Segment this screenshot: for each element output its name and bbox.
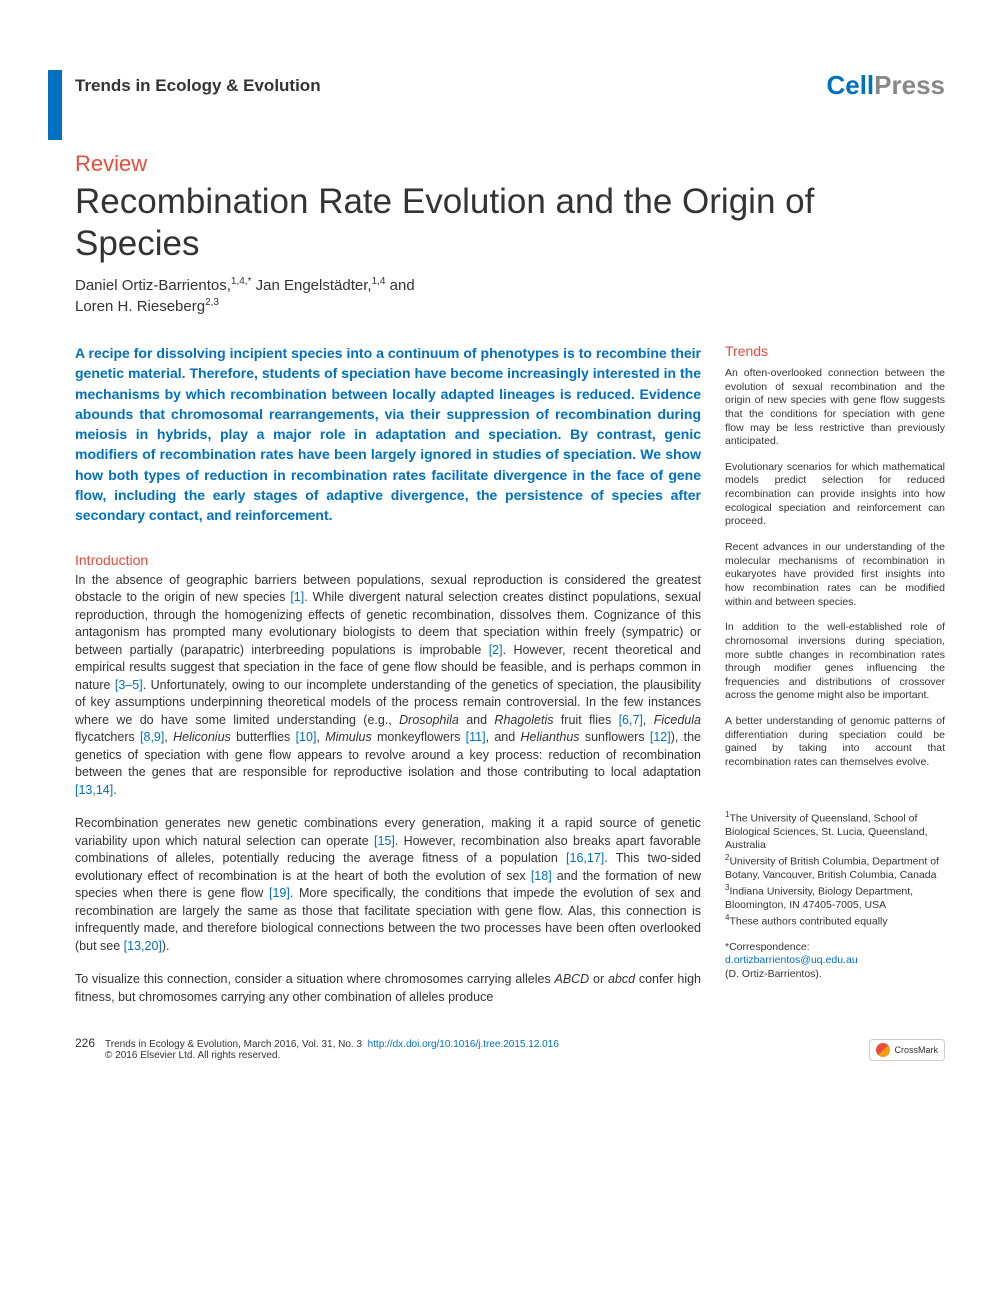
trends-item: A better understanding of genomic patter…	[725, 715, 945, 770]
ref-link[interactable]: [16,17]	[566, 851, 604, 865]
ref-link[interactable]: [8,9]	[140, 730, 164, 744]
ref-link[interactable]: [13,20]	[124, 939, 162, 953]
ref-link[interactable]: [10]	[296, 730, 317, 744]
page-header: Trends in Ecology & Evolution CellPress	[75, 70, 945, 101]
correspondence-label: *Correspondence:	[725, 941, 810, 953]
correspondence: *Correspondence: d.ortizbarrientos@uq.ed…	[725, 941, 945, 982]
publisher-logo: CellPress	[826, 70, 945, 101]
ref-link[interactable]: [6,7]	[619, 713, 643, 727]
ref-link[interactable]: [3–5]	[115, 678, 143, 692]
trends-item: An often-overlooked connection between t…	[725, 367, 945, 449]
crossmark-icon	[876, 1043, 890, 1057]
ref-link[interactable]: [15]	[374, 834, 395, 848]
authors: Daniel Ortiz-Barrientos,1,4,* Jan Engels…	[75, 275, 945, 317]
author-1: Daniel Ortiz-Barrientos,	[75, 277, 231, 294]
ref-link[interactable]: [18]	[531, 869, 552, 883]
ref-link[interactable]: [13,14]	[75, 783, 113, 797]
sidebar: Trends An often-overlooked connection be…	[725, 343, 945, 1006]
page-number: 226	[75, 1036, 95, 1050]
author-1-sup: 1,4,*	[231, 276, 252, 287]
trends-heading: Trends	[725, 343, 945, 359]
footer-copyright: © 2016 Elsevier Ltd. All rights reserved…	[105, 1050, 280, 1061]
journal-name: Trends in Ecology & Evolution	[75, 76, 321, 96]
author-3: Loren H. Rieseberg	[75, 298, 205, 315]
publisher-cell: Cell	[826, 70, 874, 100]
abstract: A recipe for dissolving incipient specie…	[75, 343, 701, 526]
author-3-sup: 2,3	[205, 297, 219, 308]
crossmark-label: CrossMark	[894, 1045, 938, 1055]
footer-citation: Trends in Ecology & Evolution, March 201…	[105, 1039, 362, 1050]
affiliations: 1The University of Queensland, School of…	[725, 810, 945, 929]
intro-para-1: In the absence of geographic barriers be…	[75, 572, 701, 800]
article-type: Review	[75, 151, 945, 177]
main-column: A recipe for dissolving incipient specie…	[75, 343, 701, 1006]
page-footer: 226 Trends in Ecology & Evolution, March…	[75, 1036, 945, 1061]
crossmark-badge[interactable]: CrossMark	[869, 1039, 945, 1061]
introduction-heading: Introduction	[75, 552, 701, 568]
accent-bar	[48, 70, 62, 140]
publisher-press: Press	[874, 70, 945, 100]
correspondence-email[interactable]: d.ortizbarrientos@uq.edu.au	[725, 954, 858, 966]
footer-doi[interactable]: http://dx.doi.org/10.1016/j.tree.2015.12…	[368, 1039, 559, 1050]
ref-link[interactable]: [12]	[650, 730, 671, 744]
author-and: and	[385, 277, 414, 294]
trends-item: Evolutionary scenarios for which mathema…	[725, 461, 945, 529]
correspondence-name: (D. Ortiz-Barrientos).	[725, 968, 822, 980]
intro-para-2: Recombination generates new genetic comb…	[75, 815, 701, 955]
ref-link[interactable]: [1]	[290, 590, 304, 604]
author-2-sup: 1,4	[372, 276, 386, 287]
trends-item: In addition to the well-established role…	[725, 621, 945, 703]
trends-item: Recent advances in our understanding of …	[725, 541, 945, 609]
ref-link[interactable]: [19]	[269, 886, 290, 900]
author-2: Jan Engelstädter,	[251, 277, 371, 294]
ref-link[interactable]: [11]	[466, 730, 486, 744]
ref-link[interactable]: [2]	[489, 643, 503, 657]
intro-para-3: To visualize this connection, consider a…	[75, 971, 701, 1006]
article-title: Recombination Rate Evolution and the Ori…	[75, 181, 945, 265]
